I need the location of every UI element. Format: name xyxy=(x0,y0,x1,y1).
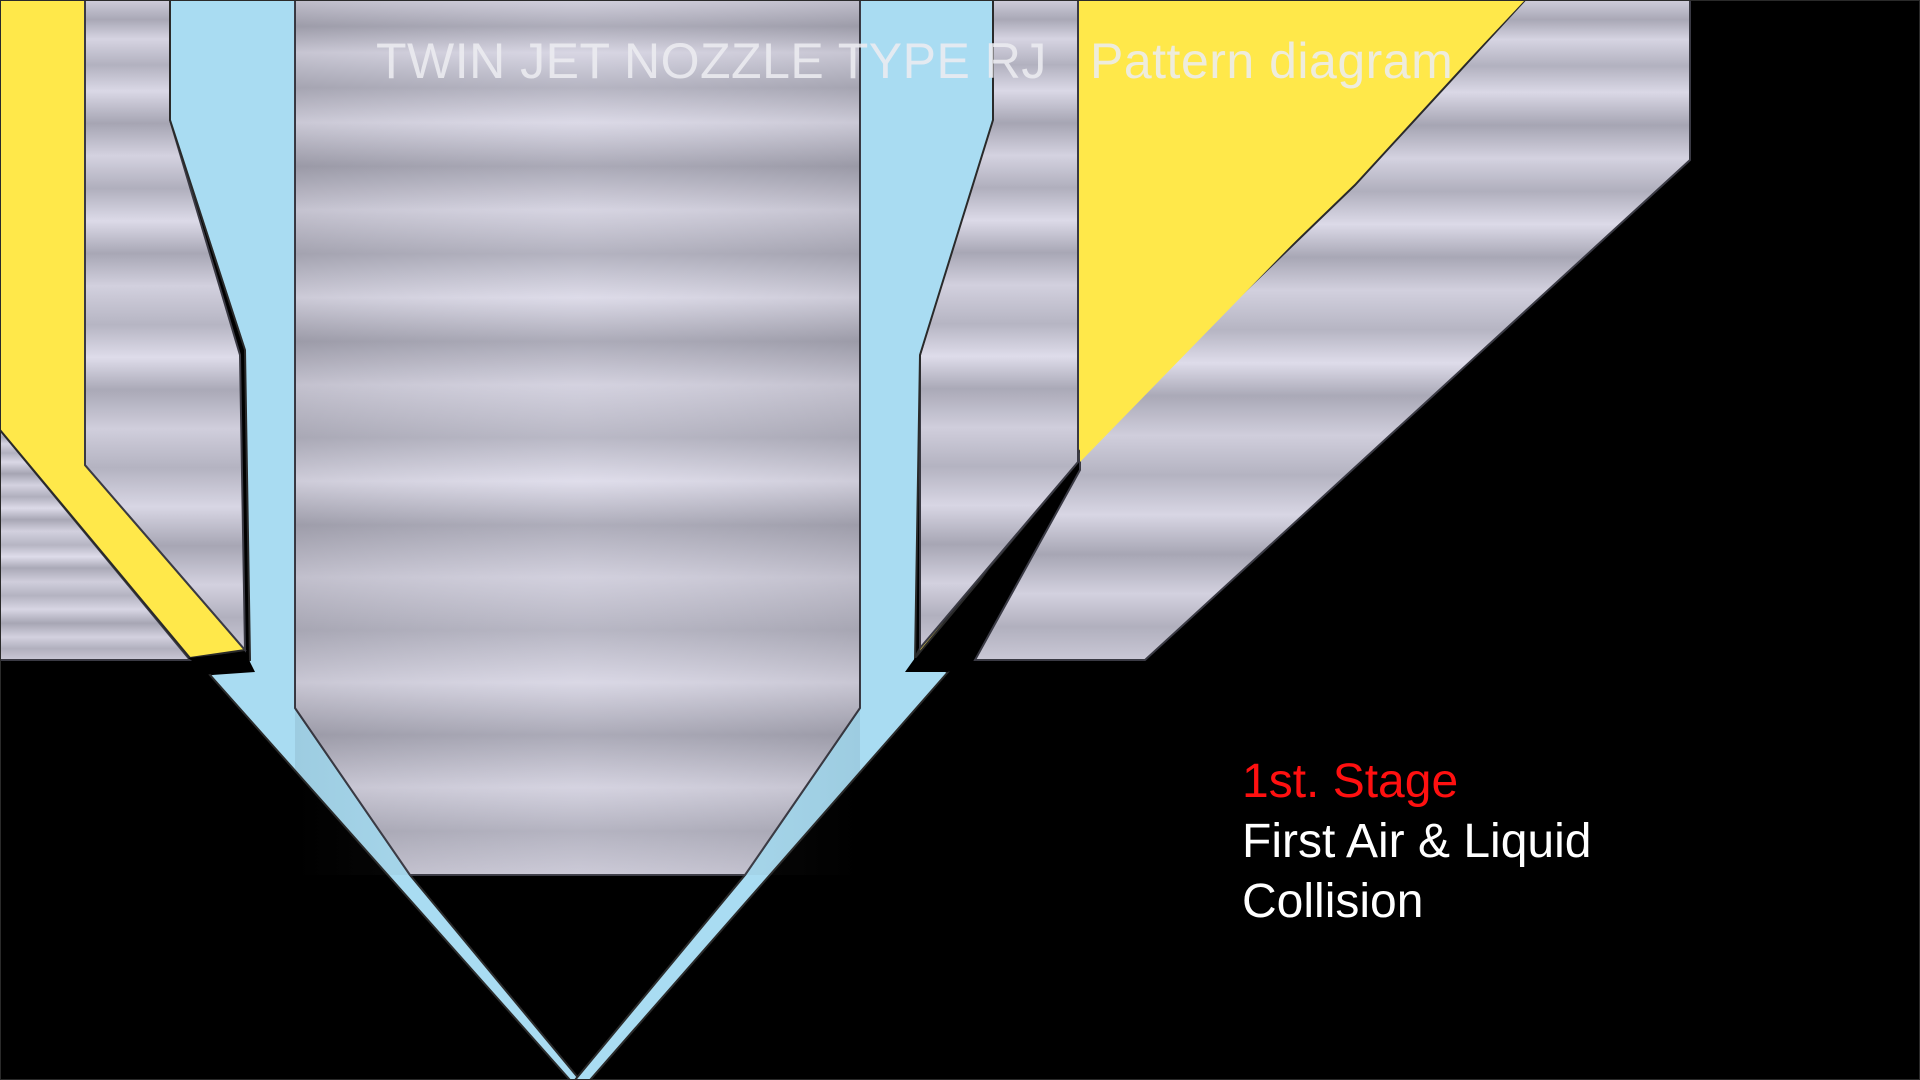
stage-description-line-2: Collision xyxy=(1242,875,1424,928)
stage-label: 1st. Stage xyxy=(1242,755,1459,808)
stage-description-line-1: First Air & Liquid xyxy=(1242,815,1592,868)
diagram-title: TWIN JET NOZZLE TYPE RJ Pattern diagram xyxy=(376,33,1454,89)
central-core-shade xyxy=(295,0,860,875)
stage-caption: 1st. Stage First Air & Liquid Collision xyxy=(1242,752,1591,932)
tip-left xyxy=(188,652,255,675)
inner-wall-left xyxy=(84,0,247,653)
tip-right xyxy=(905,658,965,672)
air-channel-right-fill xyxy=(1078,0,1525,462)
